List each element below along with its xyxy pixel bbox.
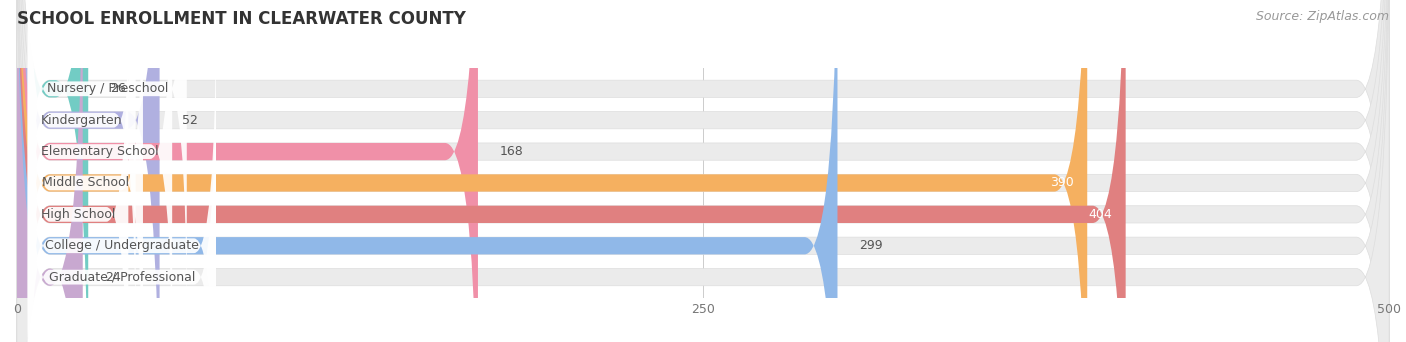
Text: Elementary School: Elementary School bbox=[41, 145, 159, 158]
FancyBboxPatch shape bbox=[17, 0, 1126, 342]
Text: 168: 168 bbox=[501, 145, 523, 158]
Text: Source: ZipAtlas.com: Source: ZipAtlas.com bbox=[1256, 10, 1389, 23]
FancyBboxPatch shape bbox=[28, 34, 217, 342]
FancyBboxPatch shape bbox=[28, 2, 217, 342]
Text: 299: 299 bbox=[859, 239, 883, 252]
Text: 390: 390 bbox=[1050, 176, 1074, 189]
FancyBboxPatch shape bbox=[28, 0, 128, 342]
Text: 26: 26 bbox=[110, 82, 127, 95]
FancyBboxPatch shape bbox=[28, 0, 135, 342]
FancyBboxPatch shape bbox=[17, 0, 1389, 342]
Text: Nursery / Preschool: Nursery / Preschool bbox=[46, 82, 167, 95]
FancyBboxPatch shape bbox=[28, 0, 172, 342]
FancyBboxPatch shape bbox=[28, 0, 143, 342]
FancyBboxPatch shape bbox=[28, 0, 187, 332]
Text: Graduate / Professional: Graduate / Professional bbox=[49, 271, 195, 284]
Text: College / Undergraduate: College / Undergraduate bbox=[45, 239, 198, 252]
Text: High School: High School bbox=[41, 208, 115, 221]
Text: 24: 24 bbox=[104, 271, 121, 284]
FancyBboxPatch shape bbox=[17, 0, 478, 342]
FancyBboxPatch shape bbox=[17, 0, 1389, 342]
FancyBboxPatch shape bbox=[17, 0, 1389, 342]
FancyBboxPatch shape bbox=[17, 0, 1389, 342]
FancyBboxPatch shape bbox=[17, 0, 1389, 342]
Text: Middle School: Middle School bbox=[42, 176, 129, 189]
FancyBboxPatch shape bbox=[17, 0, 1087, 342]
Text: SCHOOL ENROLLMENT IN CLEARWATER COUNTY: SCHOOL ENROLLMENT IN CLEARWATER COUNTY bbox=[17, 10, 465, 28]
FancyBboxPatch shape bbox=[17, 0, 838, 342]
FancyBboxPatch shape bbox=[17, 0, 83, 342]
Text: 52: 52 bbox=[181, 114, 197, 127]
Text: Kindergarten: Kindergarten bbox=[41, 114, 122, 127]
FancyBboxPatch shape bbox=[17, 0, 1389, 342]
FancyBboxPatch shape bbox=[17, 0, 160, 342]
FancyBboxPatch shape bbox=[17, 0, 89, 342]
Text: 404: 404 bbox=[1088, 208, 1112, 221]
FancyBboxPatch shape bbox=[17, 0, 1389, 342]
